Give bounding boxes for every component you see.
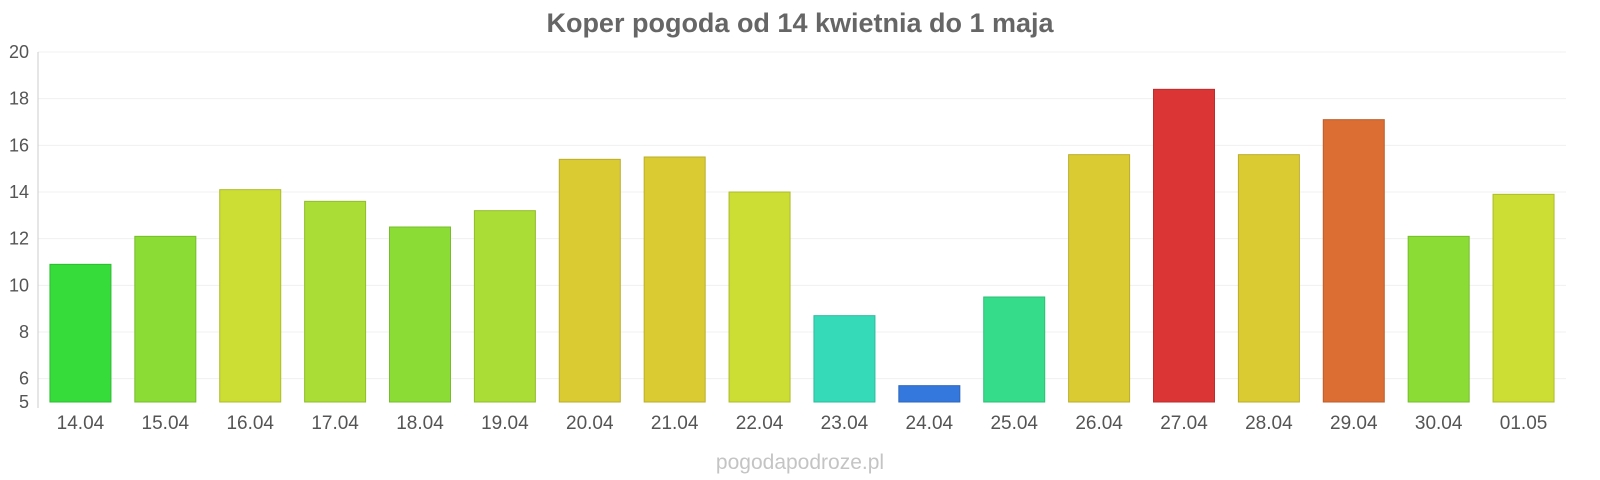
bar-28.04: [1237, 154, 1300, 403]
bars-layer: [49, 88, 1555, 403]
bar-23.04: [813, 315, 876, 403]
y-tick-label: 10: [9, 275, 29, 295]
bar-20.04: [558, 158, 621, 403]
y-tick-label: 8: [19, 322, 29, 342]
bar-18.04: [389, 226, 451, 403]
bar-15.04: [134, 235, 197, 403]
x-category-label: 29.04: [1330, 413, 1378, 434]
x-category-label: 16.04: [226, 413, 274, 434]
y-tick-label: 20: [9, 42, 29, 62]
x-category-label: 01.05: [1500, 413, 1548, 434]
y-tick-label: 5: [19, 392, 29, 412]
chart-title: Koper pogoda od 14 kwietnia do 1 maja: [546, 8, 1054, 38]
bar-19.04: [473, 210, 536, 403]
x-category-label: 17.04: [311, 413, 359, 434]
y-tick-labels: 5 6 8 10 12 14 16 18 20: [9, 42, 29, 412]
y-tick-label: 6: [19, 369, 29, 389]
x-category-label: 24.04: [906, 413, 954, 434]
x-category-label: 18.04: [396, 413, 444, 434]
bar-25.04: [983, 296, 1046, 403]
y-tick-label: 16: [9, 135, 29, 155]
bar-24.04: [898, 385, 961, 403]
x-category-label: 14.04: [57, 413, 105, 434]
x-category-label: 30.04: [1415, 413, 1463, 434]
grid-layer: [38, 51, 1566, 380]
x-category-label: 28.04: [1245, 413, 1293, 434]
y-tick-label: 12: [9, 229, 29, 249]
x-category-label: 21.04: [651, 413, 699, 434]
x-category-label: 23.04: [821, 413, 869, 434]
bar-27.04: [1153, 88, 1215, 403]
bar-29.04: [1322, 119, 1385, 403]
x-category-label: 26.04: [1075, 413, 1123, 434]
bar-21.04: [643, 156, 706, 403]
x-category-labels: 14.04 15.04 16.04 17.04 18.04 19.04 20.04 21.04…: [57, 413, 1548, 434]
x-category-label: 20.04: [566, 413, 614, 434]
bar-22.04: [728, 191, 791, 403]
bar-16.04: [219, 189, 282, 403]
bar-26.04: [1068, 154, 1131, 403]
x-category-label: 15.04: [142, 413, 190, 434]
x-category-label: 25.04: [990, 413, 1038, 434]
y-tick-label: 18: [9, 89, 29, 109]
x-category-label: 27.04: [1160, 413, 1208, 434]
y-tick-label: 14: [9, 182, 29, 202]
bar-14.04: [49, 263, 112, 403]
x-category-label: 22.04: [736, 413, 784, 434]
watermark: pogodapodroze.pl: [716, 451, 884, 474]
bar-17.04: [304, 200, 367, 403]
bar-01.05: [1492, 193, 1555, 403]
x-category-label: 19.04: [481, 413, 529, 434]
bar-30.04: [1407, 235, 1470, 403]
